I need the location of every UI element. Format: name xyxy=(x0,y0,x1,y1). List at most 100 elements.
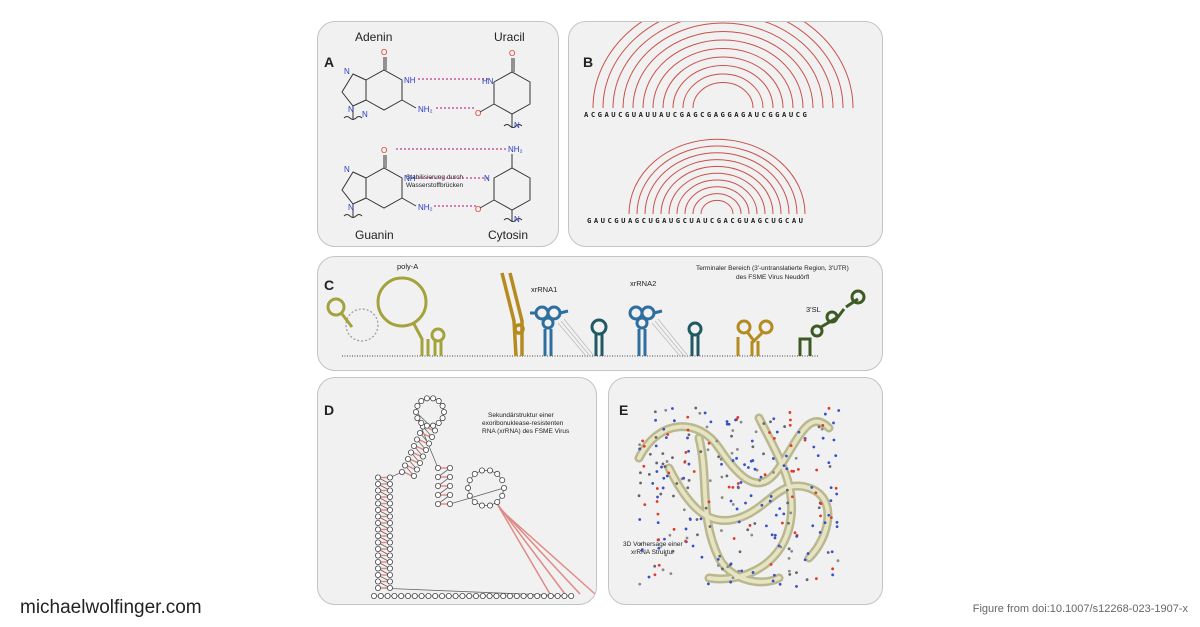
nucleotide xyxy=(479,468,484,473)
atom xyxy=(819,531,822,534)
nucleotide xyxy=(387,488,392,493)
nucleotide xyxy=(387,527,392,532)
nucleotide xyxy=(387,475,392,480)
atom xyxy=(717,455,720,458)
nucleotide xyxy=(415,415,420,420)
panel-e: E 3D Vorhersage einer xrRNA Struktur xyxy=(608,377,883,605)
atom xyxy=(708,500,711,503)
nucleotide xyxy=(387,501,392,506)
atom xyxy=(639,471,642,474)
atom xyxy=(717,564,720,567)
base-pair-arc xyxy=(693,194,741,214)
nucleotide xyxy=(408,450,413,455)
atom xyxy=(749,524,752,527)
atom xyxy=(655,462,658,465)
atom xyxy=(827,514,830,517)
base-pair-arc xyxy=(677,180,757,214)
atom xyxy=(688,433,691,436)
atom xyxy=(732,503,735,506)
atom xyxy=(667,471,670,474)
nucleotide xyxy=(375,488,380,493)
nucleotide xyxy=(387,520,392,525)
atom-n: N xyxy=(514,121,520,130)
atom-nh: NH xyxy=(404,76,416,85)
atom xyxy=(834,454,837,457)
atom xyxy=(831,573,834,576)
atom xyxy=(773,574,776,577)
atom xyxy=(686,486,689,489)
atom xyxy=(729,581,732,584)
3d-model xyxy=(609,378,883,605)
atom xyxy=(822,437,825,440)
atom xyxy=(638,518,641,521)
nucleotide xyxy=(414,467,419,472)
atom-o: O xyxy=(475,205,481,214)
nucleotide xyxy=(495,499,500,504)
atom xyxy=(836,525,839,528)
nucleotide xyxy=(431,423,436,428)
atom xyxy=(735,457,738,460)
atom xyxy=(788,547,791,550)
atom xyxy=(795,457,798,460)
nucleotide xyxy=(375,559,380,564)
nucleotide xyxy=(423,447,428,452)
atom xyxy=(720,463,723,466)
atom xyxy=(698,412,701,415)
atom xyxy=(707,448,710,451)
nucleotide xyxy=(447,465,452,470)
nucleotide xyxy=(375,507,380,512)
nucleotide xyxy=(446,593,451,598)
atom xyxy=(754,468,757,471)
base-pair-structures: O O O O O N N N NH NH₂ HN N N N NH NH₂ N… xyxy=(318,22,559,247)
atom xyxy=(730,500,733,503)
atom xyxy=(772,471,775,474)
atom xyxy=(829,499,832,502)
nucleotide xyxy=(487,468,492,473)
site-name[interactable]: michaelwolfinger.com xyxy=(20,597,202,619)
atom xyxy=(638,448,641,451)
base-pair-arc xyxy=(603,21,843,108)
atom xyxy=(696,533,699,536)
atom xyxy=(829,465,832,468)
nucleotide xyxy=(435,465,440,470)
atom xyxy=(737,482,740,485)
atom xyxy=(683,508,686,511)
atom xyxy=(739,550,742,553)
atom xyxy=(776,431,779,434)
base-pair-arc xyxy=(593,21,853,108)
arc-diagrams xyxy=(569,22,883,247)
atom xyxy=(682,477,685,480)
atom xyxy=(786,502,789,505)
atom xyxy=(707,583,710,586)
atom xyxy=(687,450,690,453)
atom xyxy=(750,494,753,497)
nucleotide xyxy=(414,437,419,442)
atom-hn: HN xyxy=(482,77,494,86)
nucleotide xyxy=(387,559,392,564)
nucleotide xyxy=(387,553,392,558)
atom xyxy=(664,409,667,412)
nucleotide xyxy=(429,434,434,439)
atom xyxy=(743,463,746,466)
atom-n: N xyxy=(348,105,354,114)
nucleotide xyxy=(487,593,492,598)
nucleotide xyxy=(447,483,452,488)
atom xyxy=(811,524,814,527)
atom xyxy=(721,568,724,571)
nucleotide xyxy=(447,474,452,479)
atom xyxy=(788,557,791,560)
nucleotide xyxy=(419,420,424,425)
atom xyxy=(770,563,773,566)
atom xyxy=(821,424,824,427)
atom xyxy=(746,528,749,531)
atom xyxy=(788,573,791,576)
nucleotide xyxy=(420,454,425,459)
atom xyxy=(720,476,723,479)
nucleotide xyxy=(387,572,392,577)
atom xyxy=(831,550,834,553)
nucleotide xyxy=(507,593,512,598)
atom xyxy=(673,528,676,531)
atom xyxy=(726,565,729,568)
atom xyxy=(819,514,822,517)
panel-a: A Adenin Uracil Guanin Cytosin Stabilisi… xyxy=(317,21,559,247)
